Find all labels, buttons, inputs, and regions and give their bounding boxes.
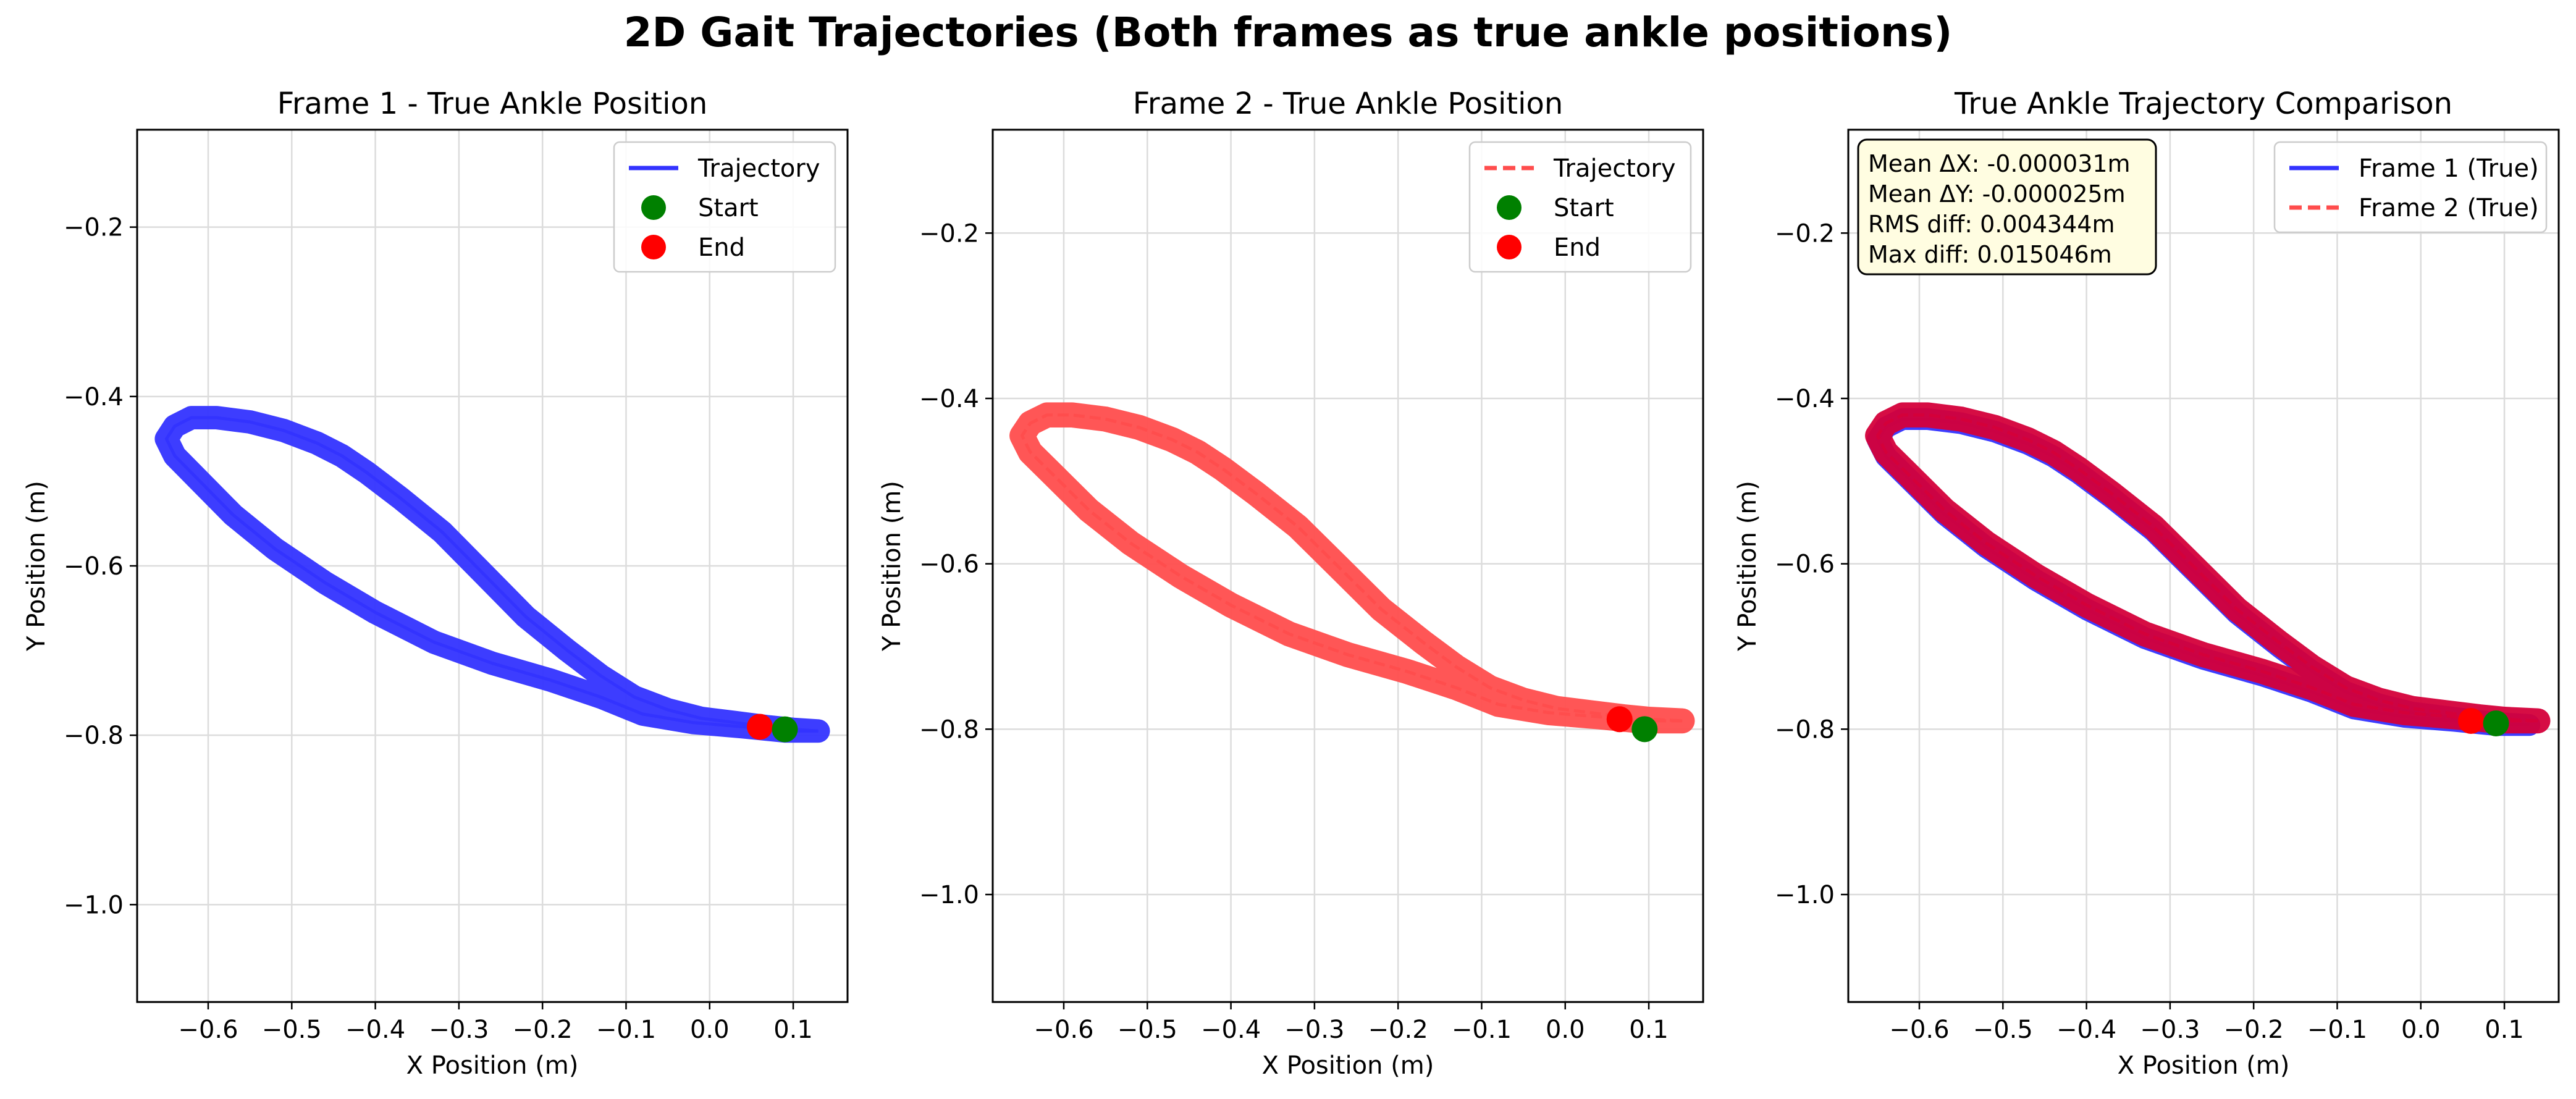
subplot-2: −0.6 −0.5 −0.4 −0.3 −0.2 −0.1 0.0 0.1 −0.2 −0.4 −0…: [878, 86, 1704, 1080]
y-tick-label: −0.4: [64, 383, 124, 411]
legend-label: Start: [1554, 194, 1614, 222]
legend: Trajectory Start End: [1468, 141, 1692, 273]
y-tick-label: −0.8: [64, 722, 124, 750]
legend-label: Frame 1 (True): [2359, 154, 2539, 183]
x-tick-label: −0.6: [1889, 1016, 1949, 1044]
legend-label: Trajectory: [697, 154, 820, 183]
x-tick-label: −0.1: [1452, 1016, 1512, 1044]
y-tick-label: −0.6: [919, 550, 979, 579]
y-tick-label: −1.0: [1775, 881, 1835, 909]
legend-label: Frame 2 (True): [2359, 194, 2539, 222]
stats-line: Mean ΔY: -0.000025m: [1868, 180, 2126, 208]
y-tick-label: −0.6: [64, 552, 124, 581]
x-tick-label: −0.5: [262, 1016, 322, 1044]
series-line-2: [1875, 413, 2538, 723]
series-line-1: [1020, 413, 1683, 723]
plot-area: [1009, 402, 1695, 743]
y-tick-label: −0.6: [1775, 550, 1835, 579]
x-tick-label: −0.1: [596, 1016, 656, 1044]
stats-annotation: Mean ΔX: -0.000031m Mean ΔY: -0.000025m RM…: [1857, 138, 2157, 276]
y-tick-label: −0.8: [919, 715, 979, 744]
x-tick-label: −0.3: [2140, 1016, 2200, 1044]
figure-title: 2D Gait Trajectories (Both frames as tru…: [623, 9, 1953, 56]
legend-label: End: [698, 234, 745, 262]
subplot-1: −0.6 −0.5 −0.4 −0.3 −0.2 −0.1 0.0 0.1 −0.2 −0.4 −0…: [22, 86, 849, 1080]
legend-marker-end: [641, 235, 666, 259]
subplot-title: True Ankle Trajectory Comparison: [1954, 86, 2452, 121]
plot-area: [154, 406, 830, 743]
x-tick-label: 0.1: [2485, 1016, 2524, 1044]
legend-marker-start: [641, 195, 666, 220]
y-tick-label: −0.2: [64, 214, 124, 242]
y-tick-label: −0.4: [1775, 385, 1835, 413]
y-tick-label: −0.2: [1775, 219, 1835, 248]
legend-label: Trajectory: [1553, 154, 1676, 183]
y-tick-label: −1.0: [919, 881, 979, 909]
x-tick-label: 0.1: [773, 1016, 813, 1044]
start-marker: [2483, 710, 2509, 736]
y-axis-label: Y Position (m): [878, 481, 906, 652]
legend-label: End: [1554, 234, 1601, 262]
start-marker: [772, 716, 798, 743]
x-tick-label: −0.2: [1368, 1016, 1428, 1044]
axes-frame: [991, 128, 1704, 1003]
x-tick-label: 0.0: [2401, 1016, 2441, 1044]
legend-marker-start: [1497, 195, 1522, 220]
x-tick-label: −0.2: [2224, 1016, 2284, 1044]
legend-box: [1468, 141, 1692, 273]
x-tick-label: −0.1: [2307, 1016, 2367, 1044]
y-tick-label: −1.0: [64, 891, 124, 919]
x-tick-label: 0.1: [1629, 1016, 1669, 1044]
legend-marker-end: [1497, 235, 1522, 259]
legend-box: [613, 141, 836, 273]
stats-line: Mean ΔX: -0.000031m: [1868, 150, 2131, 177]
x-tick-label: −0.3: [429, 1016, 489, 1044]
legend: Trajectory Start End: [613, 141, 836, 273]
legend-label: Start: [698, 194, 759, 222]
end-marker: [1606, 706, 1633, 733]
x-tick-label: −0.6: [1033, 1016, 1093, 1044]
y-tick-label: −0.8: [1775, 715, 1835, 744]
x-tick-label: −0.5: [1118, 1016, 1177, 1044]
start-marker: [1631, 716, 1658, 743]
y-axis-label: Y Position (m): [22, 481, 51, 652]
stats-box: [1857, 138, 2157, 276]
x-tick-label: −0.4: [345, 1016, 405, 1044]
legend: Frame 1 (True) Frame 2 (True): [2273, 141, 2548, 234]
x-tick-label: 0.0: [1546, 1016, 1585, 1044]
axes-frame: [1847, 128, 2560, 1003]
x-tick-label: −0.2: [513, 1016, 573, 1044]
x-axis-label: X Position (m): [406, 1051, 579, 1080]
x-axis-label: X Position (m): [1262, 1051, 1434, 1080]
end-marker: [2457, 707, 2484, 734]
x-tick-label: −0.3: [1284, 1016, 1344, 1044]
subplot-title: Frame 1 - True Ankle Position: [277, 86, 707, 121]
x-tick-label: −0.4: [1201, 1016, 1261, 1044]
subplot-3: −0.6 −0.5 −0.4 −0.3 −0.2 −0.1 0.0 0.1 −0.2 −0.4 −0…: [1733, 86, 2560, 1080]
end-marker: [746, 714, 773, 740]
series-line-1: [164, 416, 819, 733]
y-tick-label: −0.2: [919, 219, 979, 248]
x-tick-label: −0.4: [2056, 1016, 2116, 1044]
stats-line: Max diff: 0.015046m: [1868, 241, 2112, 268]
stats-line: RMS diff: 0.004344m: [1868, 211, 2115, 238]
x-axis-label: X Position (m): [2118, 1051, 2290, 1080]
x-tick-label: −0.5: [1973, 1016, 2033, 1044]
legend-box: [2273, 141, 2548, 234]
plot-area: [1865, 402, 2551, 736]
x-tick-label: −0.6: [178, 1016, 238, 1044]
subplot-title: Frame 2 - True Ankle Position: [1133, 86, 1563, 121]
y-axis-label: Y Position (m): [1733, 481, 1762, 652]
y-tick-label: −0.4: [919, 385, 979, 413]
x-tick-label: 0.0: [690, 1016, 730, 1044]
